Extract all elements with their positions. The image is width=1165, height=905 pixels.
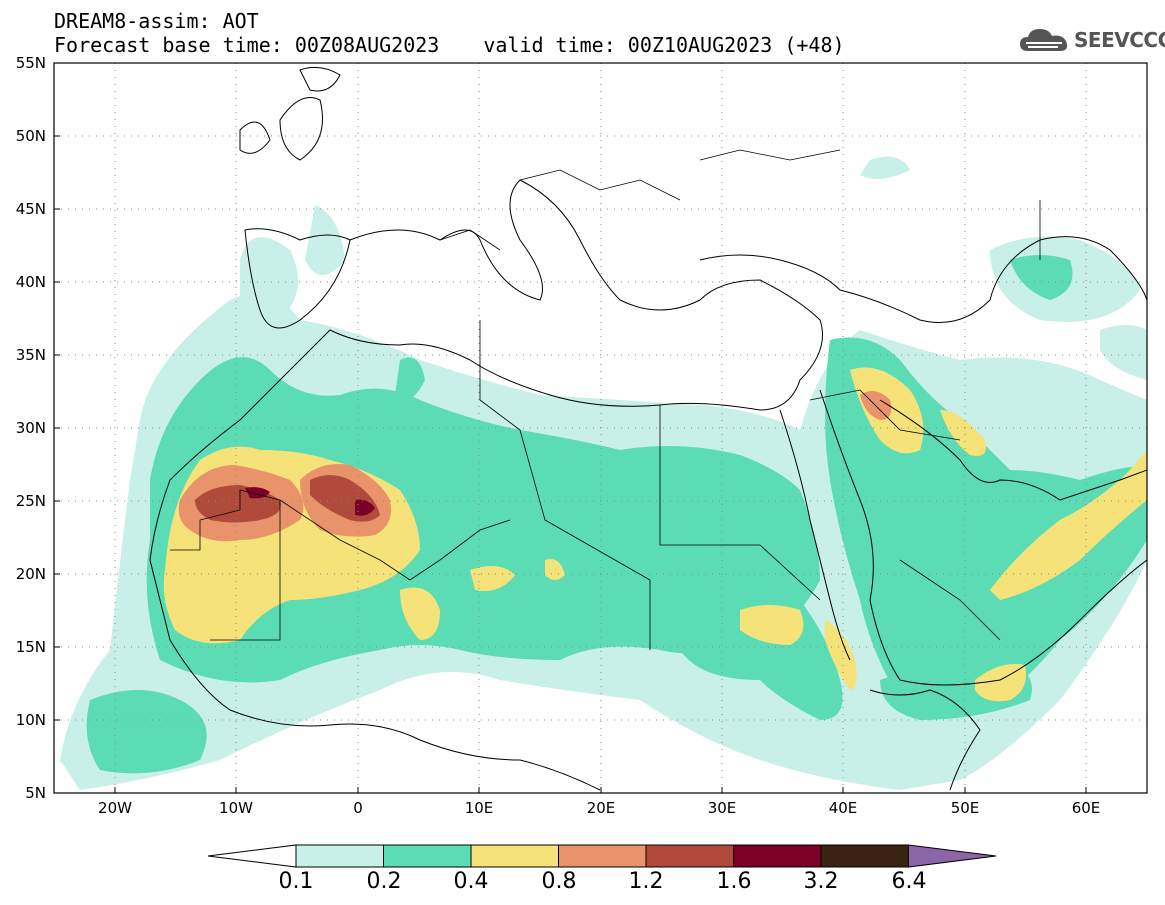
lon-label: 40E bbox=[828, 799, 858, 817]
aot-fields bbox=[60, 156, 1147, 790]
lon-label: 50E bbox=[950, 799, 980, 817]
logo: SEEVCCC bbox=[1018, 22, 1165, 58]
lat-label: 10N bbox=[15, 711, 46, 729]
coastlines bbox=[149, 66, 1147, 791]
colorbar-label: 0.4 bbox=[453, 869, 489, 894]
valid-time: valid time: 00Z10AUG2023 (+48) bbox=[483, 33, 845, 57]
time-info: Forecast base time: 00Z08AUG2023 valid ti… bbox=[54, 34, 845, 56]
lon-label: 20W bbox=[98, 799, 132, 817]
lon-label: 10W bbox=[219, 799, 253, 817]
lon-label: 60E bbox=[1071, 799, 1101, 817]
colorbar-label: 6.4 bbox=[891, 869, 927, 894]
lat-label: 25N bbox=[15, 492, 46, 510]
map-title: DREAM8-assim: AOT bbox=[54, 9, 259, 33]
lon-label: 0 bbox=[353, 799, 363, 817]
lat-label: 50N bbox=[15, 127, 46, 145]
cloud-icon bbox=[1020, 29, 1068, 51]
lat-label: 45N bbox=[15, 200, 46, 218]
base-time: Forecast base time: 00Z08AUG2023 bbox=[54, 33, 440, 57]
lat-label: 55N bbox=[15, 54, 46, 72]
logo-text: SEEVCCC bbox=[1074, 28, 1165, 52]
colorbar-label: 0.8 bbox=[541, 869, 577, 894]
lon-label: 20E bbox=[586, 799, 616, 817]
lat-label: 30N bbox=[15, 419, 46, 437]
axis-ticks bbox=[54, 62, 1087, 794]
lon-label: 10E bbox=[464, 799, 494, 817]
colorbar-label: 0.2 bbox=[366, 869, 402, 894]
colorbar-label: 1.6 bbox=[716, 869, 752, 894]
colorbar-label: 0.1 bbox=[278, 869, 314, 894]
lat-label: 20N bbox=[15, 565, 46, 583]
colorbar-label: 3.2 bbox=[803, 869, 839, 894]
lat-label: 5N bbox=[25, 784, 46, 802]
lat-label: 40N bbox=[15, 273, 46, 291]
lon-label: 30E bbox=[707, 799, 737, 817]
graticule bbox=[54, 63, 1147, 793]
lat-label: 35N bbox=[15, 346, 46, 364]
borders bbox=[170, 149, 1041, 650]
lat-label: 15N bbox=[15, 638, 46, 656]
colorbar-label: 1.2 bbox=[628, 869, 664, 894]
